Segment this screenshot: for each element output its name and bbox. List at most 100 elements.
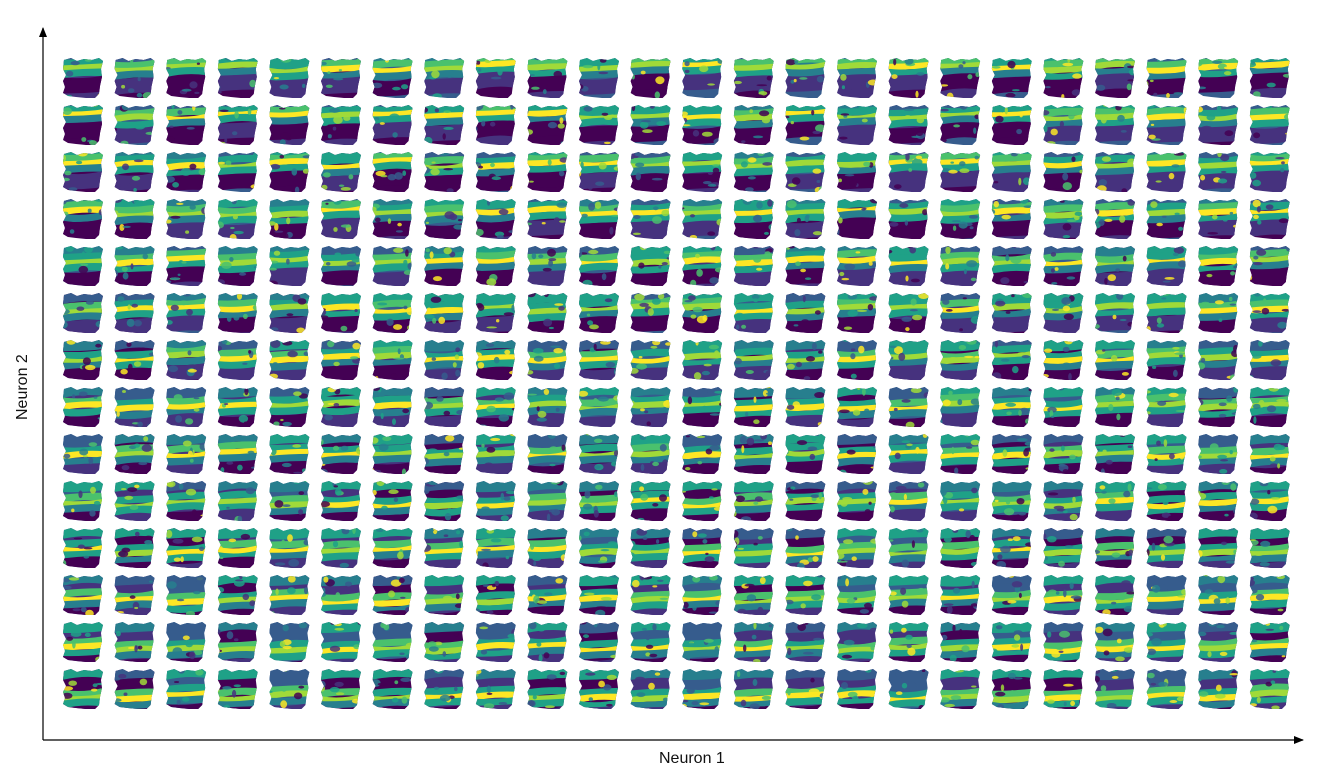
som-tile [1249, 528, 1290, 568]
som-tile [837, 105, 877, 145]
som-tile [991, 246, 1032, 286]
som-tile [475, 528, 516, 568]
som-tile [888, 293, 929, 333]
som-tile [991, 387, 1032, 427]
som-tile [217, 669, 258, 709]
som-tile [372, 340, 413, 380]
som-tile [424, 199, 465, 239]
som-tile [424, 575, 465, 615]
som-tile [424, 340, 465, 380]
som-tile [682, 669, 723, 709]
som-tile [785, 340, 826, 380]
som-tile [527, 434, 568, 474]
som-tile [527, 669, 568, 709]
som-tile [991, 105, 1032, 145]
som-tile [579, 58, 619, 98]
som-tile [269, 293, 310, 333]
som-tile [269, 528, 310, 568]
som-tile [372, 387, 413, 427]
som-tile [217, 105, 258, 145]
som-tile [321, 58, 361, 98]
som-tile [424, 246, 465, 286]
som-tile [630, 622, 671, 662]
som-tile [166, 669, 207, 709]
som-tile [1146, 434, 1187, 474]
som-tile [1249, 246, 1290, 286]
som-tile [166, 575, 207, 615]
som-tile [63, 293, 103, 333]
som-tile [269, 199, 310, 239]
som-tile [114, 434, 155, 474]
som-tile [682, 622, 723, 662]
som-tile [837, 481, 877, 521]
som-tile [1249, 575, 1290, 615]
som-tile [837, 669, 877, 709]
som-tile [785, 481, 826, 521]
som-tile [475, 575, 516, 615]
som-tile [1043, 669, 1084, 709]
som-tile [837, 293, 877, 333]
som-tile [372, 669, 413, 709]
som-tile [527, 199, 568, 239]
som-tile [630, 152, 671, 192]
som-tile [888, 528, 929, 568]
som-tile [1249, 387, 1290, 427]
som-tile [1146, 152, 1187, 192]
x-axis-label: Neuron 1 [659, 750, 725, 767]
som-tile [682, 58, 723, 98]
som-tile [1198, 528, 1239, 568]
som-tile [114, 152, 155, 192]
som-tile [733, 293, 774, 333]
som-tile [785, 246, 826, 286]
som-tile [940, 575, 981, 615]
som-tile [1249, 481, 1290, 521]
som-tile [372, 481, 413, 521]
som-tile [217, 575, 258, 615]
som-tile [527, 528, 568, 568]
som-tile [682, 387, 723, 427]
som-tile [940, 669, 981, 709]
som-tile [269, 152, 310, 192]
som-tile [1249, 434, 1290, 474]
som-tile [733, 152, 774, 192]
som-tile [63, 105, 103, 145]
som-tile [269, 58, 310, 98]
som-tile [579, 387, 619, 427]
som-tile [579, 246, 619, 286]
som-tile [114, 340, 155, 380]
som-tile [269, 105, 310, 145]
som-tile [733, 58, 774, 98]
som-tile [321, 669, 361, 709]
som-tile [991, 58, 1032, 98]
som-tile [475, 481, 516, 521]
som-tile [785, 105, 826, 145]
som-tile [579, 199, 619, 239]
som-tile [579, 105, 619, 145]
som-tile [217, 246, 258, 286]
som-tile [1198, 340, 1239, 380]
som-tile [1095, 622, 1135, 662]
som-tile [733, 481, 774, 521]
som-tile [991, 434, 1032, 474]
som-tile [63, 434, 103, 474]
som-tile [630, 481, 671, 521]
som-tile [475, 669, 516, 709]
som-tile [579, 293, 619, 333]
som-tile [114, 528, 155, 568]
som-tile [321, 293, 361, 333]
som-tile [991, 669, 1032, 709]
som-tile [372, 622, 413, 662]
som-tile [114, 622, 155, 662]
som-tile [1146, 105, 1187, 145]
som-tile [837, 575, 877, 615]
som-tile [114, 293, 155, 333]
som-tile [837, 622, 877, 662]
som-tile [321, 528, 361, 568]
som-tile [166, 105, 207, 145]
som-tile [63, 528, 103, 568]
som-tile [785, 622, 826, 662]
som-tile [1198, 246, 1239, 286]
som-tile [940, 152, 981, 192]
som-tile [940, 622, 981, 662]
som-tile [1146, 575, 1187, 615]
